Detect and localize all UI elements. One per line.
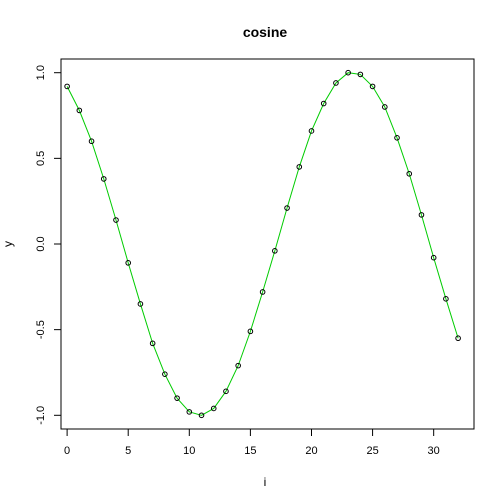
data-point <box>235 362 241 369</box>
data-point <box>369 83 376 90</box>
data-point <box>382 104 388 110</box>
data-point <box>406 170 413 177</box>
data-point <box>198 412 205 419</box>
x-tick-label: 15 <box>244 445 256 457</box>
data-point <box>333 80 339 86</box>
x-tick-label: 5 <box>125 445 131 457</box>
y-tick-label: -0.5 <box>35 320 47 339</box>
x-tick-label: 30 <box>428 445 440 457</box>
data-point <box>186 409 193 415</box>
data-points <box>64 69 461 419</box>
y-axis-label: y <box>1 241 15 247</box>
data-point <box>284 205 290 211</box>
data-point <box>443 296 449 302</box>
y-tick-label: 0.5 <box>35 151 47 166</box>
y-tick-label: 1.0 <box>35 65 47 80</box>
data-point <box>113 217 119 223</box>
data-point <box>455 335 461 342</box>
data-point <box>247 328 254 335</box>
data-point <box>308 128 315 134</box>
y-tick-label: -1.0 <box>35 406 47 425</box>
data-point <box>296 164 303 170</box>
data-point <box>345 69 351 76</box>
y-axis: -1.0 -0.5 0.0 0.5 1.0 <box>35 65 61 425</box>
data-point <box>418 212 425 218</box>
chart-title: cosine <box>243 24 288 40</box>
x-tick-label: 20 <box>305 445 317 457</box>
data-point <box>149 340 156 347</box>
data-point <box>320 100 327 107</box>
data-point <box>259 289 266 295</box>
x-axis: 0 5 10 15 20 25 30 <box>64 429 440 457</box>
data-point <box>125 260 132 266</box>
x-tick-label: 25 <box>366 445 378 457</box>
data-point <box>430 254 437 261</box>
data-point <box>174 395 180 401</box>
data-point <box>210 405 217 412</box>
x-tick-label: 10 <box>183 445 195 457</box>
data-point <box>357 71 364 78</box>
data-point <box>100 176 107 182</box>
x-axis-label: i <box>264 475 267 489</box>
y-tick-label: 0.0 <box>35 236 47 251</box>
series-line <box>66 72 459 416</box>
data-point <box>223 388 229 395</box>
data-point <box>64 83 70 90</box>
data-point <box>394 134 400 141</box>
data-point <box>162 371 168 377</box>
data-point <box>137 301 144 307</box>
data-point <box>88 138 95 145</box>
data-point <box>76 107 83 114</box>
x-tick-label: 0 <box>64 445 70 457</box>
data-point <box>272 248 278 254</box>
